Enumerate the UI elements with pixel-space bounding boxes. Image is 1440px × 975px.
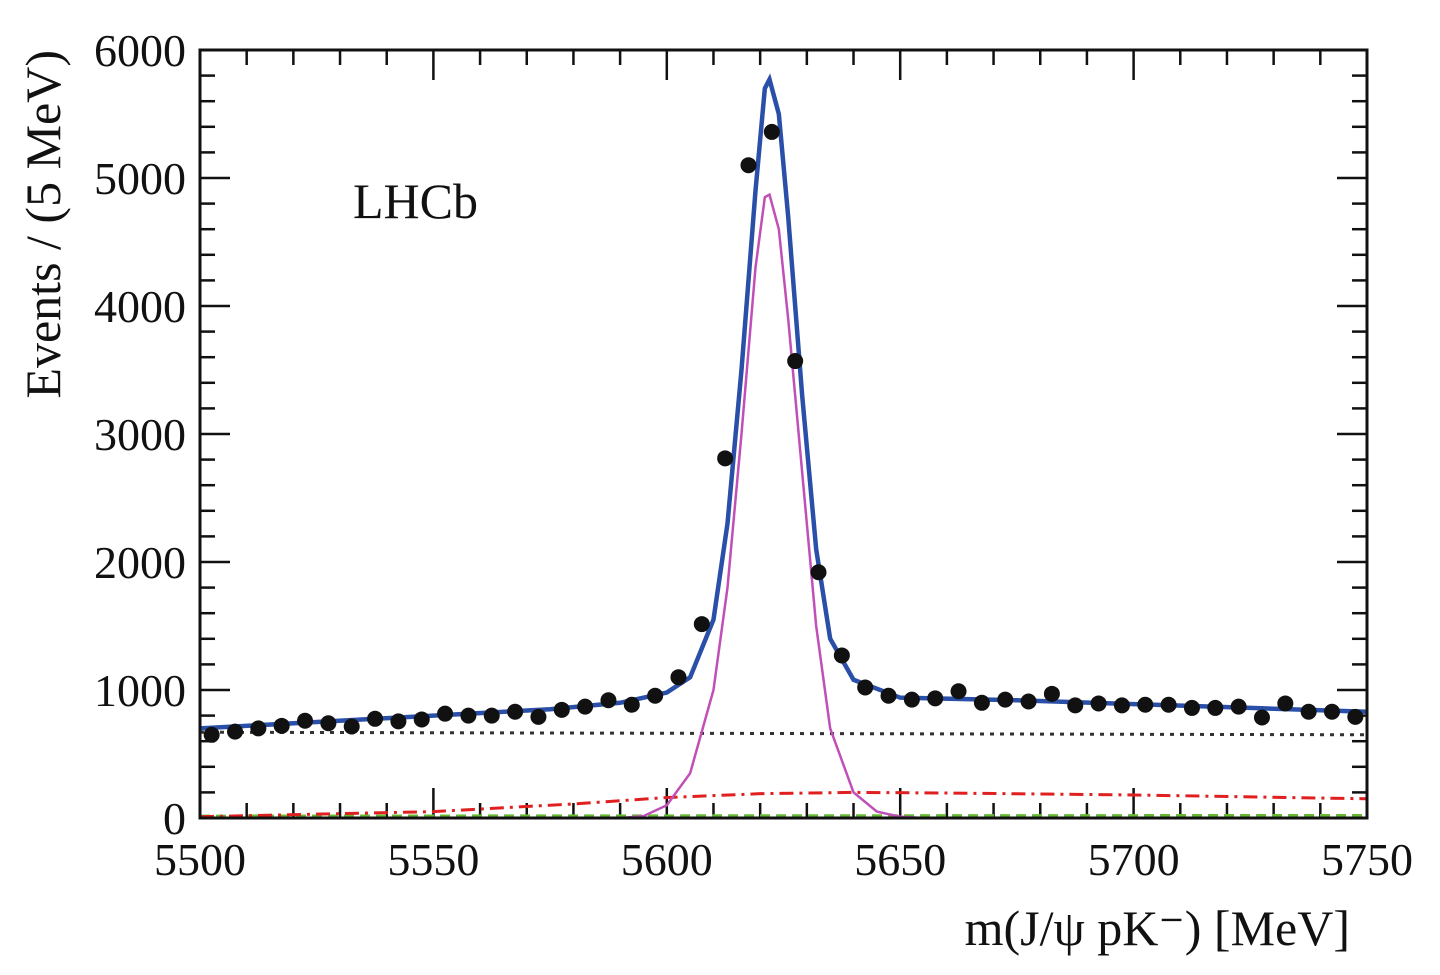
x-tick-label: 5700: [1088, 834, 1180, 885]
fit-curve: [199, 790, 1368, 819]
data-point: [390, 713, 407, 730]
data-point: [1300, 703, 1317, 720]
data-point: [997, 691, 1014, 708]
fit-curve: [199, 813, 1368, 818]
x-tick-label: 5650: [854, 834, 946, 885]
data-point: [320, 715, 337, 732]
data-point: [530, 708, 547, 725]
data-point: [343, 718, 360, 735]
x-tick-label: 5500: [154, 834, 246, 885]
data-point: [553, 701, 570, 718]
data-point: [1137, 696, 1154, 713]
fit-curve: [620, 192, 924, 820]
data-point: [833, 647, 850, 664]
data-point: [437, 705, 454, 722]
data-point: [740, 157, 757, 174]
fit-curve: [199, 730, 1368, 737]
data-point: [1347, 708, 1364, 725]
data-point: [577, 698, 594, 715]
y-tick-label: 3000: [94, 409, 186, 460]
data-point: [647, 687, 664, 704]
data-point: [973, 694, 990, 711]
y-axis-label: Events / (5 MeV): [15, 50, 71, 399]
plot-frame: [198, 48, 1369, 820]
data-point: [273, 717, 290, 734]
data-point: [763, 123, 780, 140]
x-axis-label: m(J/ψ pK⁻) [MeV]: [965, 900, 1350, 956]
data-point: [1183, 699, 1200, 716]
data-point: [787, 353, 804, 370]
data-point: [623, 696, 640, 713]
data-point: [203, 726, 220, 743]
data-point: [927, 690, 944, 707]
data-point: [507, 703, 524, 720]
y-tick-label: 2000: [94, 537, 186, 588]
data-point: [413, 711, 430, 728]
data-point: [1043, 685, 1060, 702]
y-tick-label: 5000: [94, 153, 186, 204]
data-point: [1067, 697, 1084, 714]
data-point: [297, 712, 314, 729]
y-tick-label: 4000: [94, 281, 186, 332]
data-point: [903, 691, 920, 708]
x-tick-label: 5750: [1321, 834, 1413, 885]
x-tick-label: 5600: [621, 834, 713, 885]
y-tick-label: 6000: [94, 25, 186, 76]
data-point: [810, 564, 827, 581]
data-point: [1230, 698, 1247, 715]
data-point: [693, 616, 710, 633]
data-point: [857, 679, 874, 696]
data-point: [1090, 695, 1107, 712]
data-point: [483, 707, 500, 724]
y-tick-label: 0: [163, 793, 186, 844]
y-tick-label: 1000: [94, 665, 186, 716]
data-point: [1253, 709, 1270, 726]
data-point: [670, 669, 687, 686]
data-point: [1020, 693, 1037, 710]
data-point: [600, 692, 617, 709]
data-point: [717, 450, 734, 467]
data-point: [367, 710, 384, 727]
x-tick-label: 5550: [387, 834, 479, 885]
data-point: [880, 687, 897, 704]
data-point: [460, 707, 477, 724]
data-point: [1277, 695, 1294, 712]
data-point: [227, 723, 244, 740]
data-point: [250, 720, 267, 737]
data-point: [1323, 703, 1340, 720]
data-point: [1160, 696, 1177, 713]
data-point: [1113, 697, 1130, 714]
annotation: LHCb: [353, 173, 478, 229]
data-point: [950, 683, 967, 700]
data-point: [1207, 699, 1224, 716]
